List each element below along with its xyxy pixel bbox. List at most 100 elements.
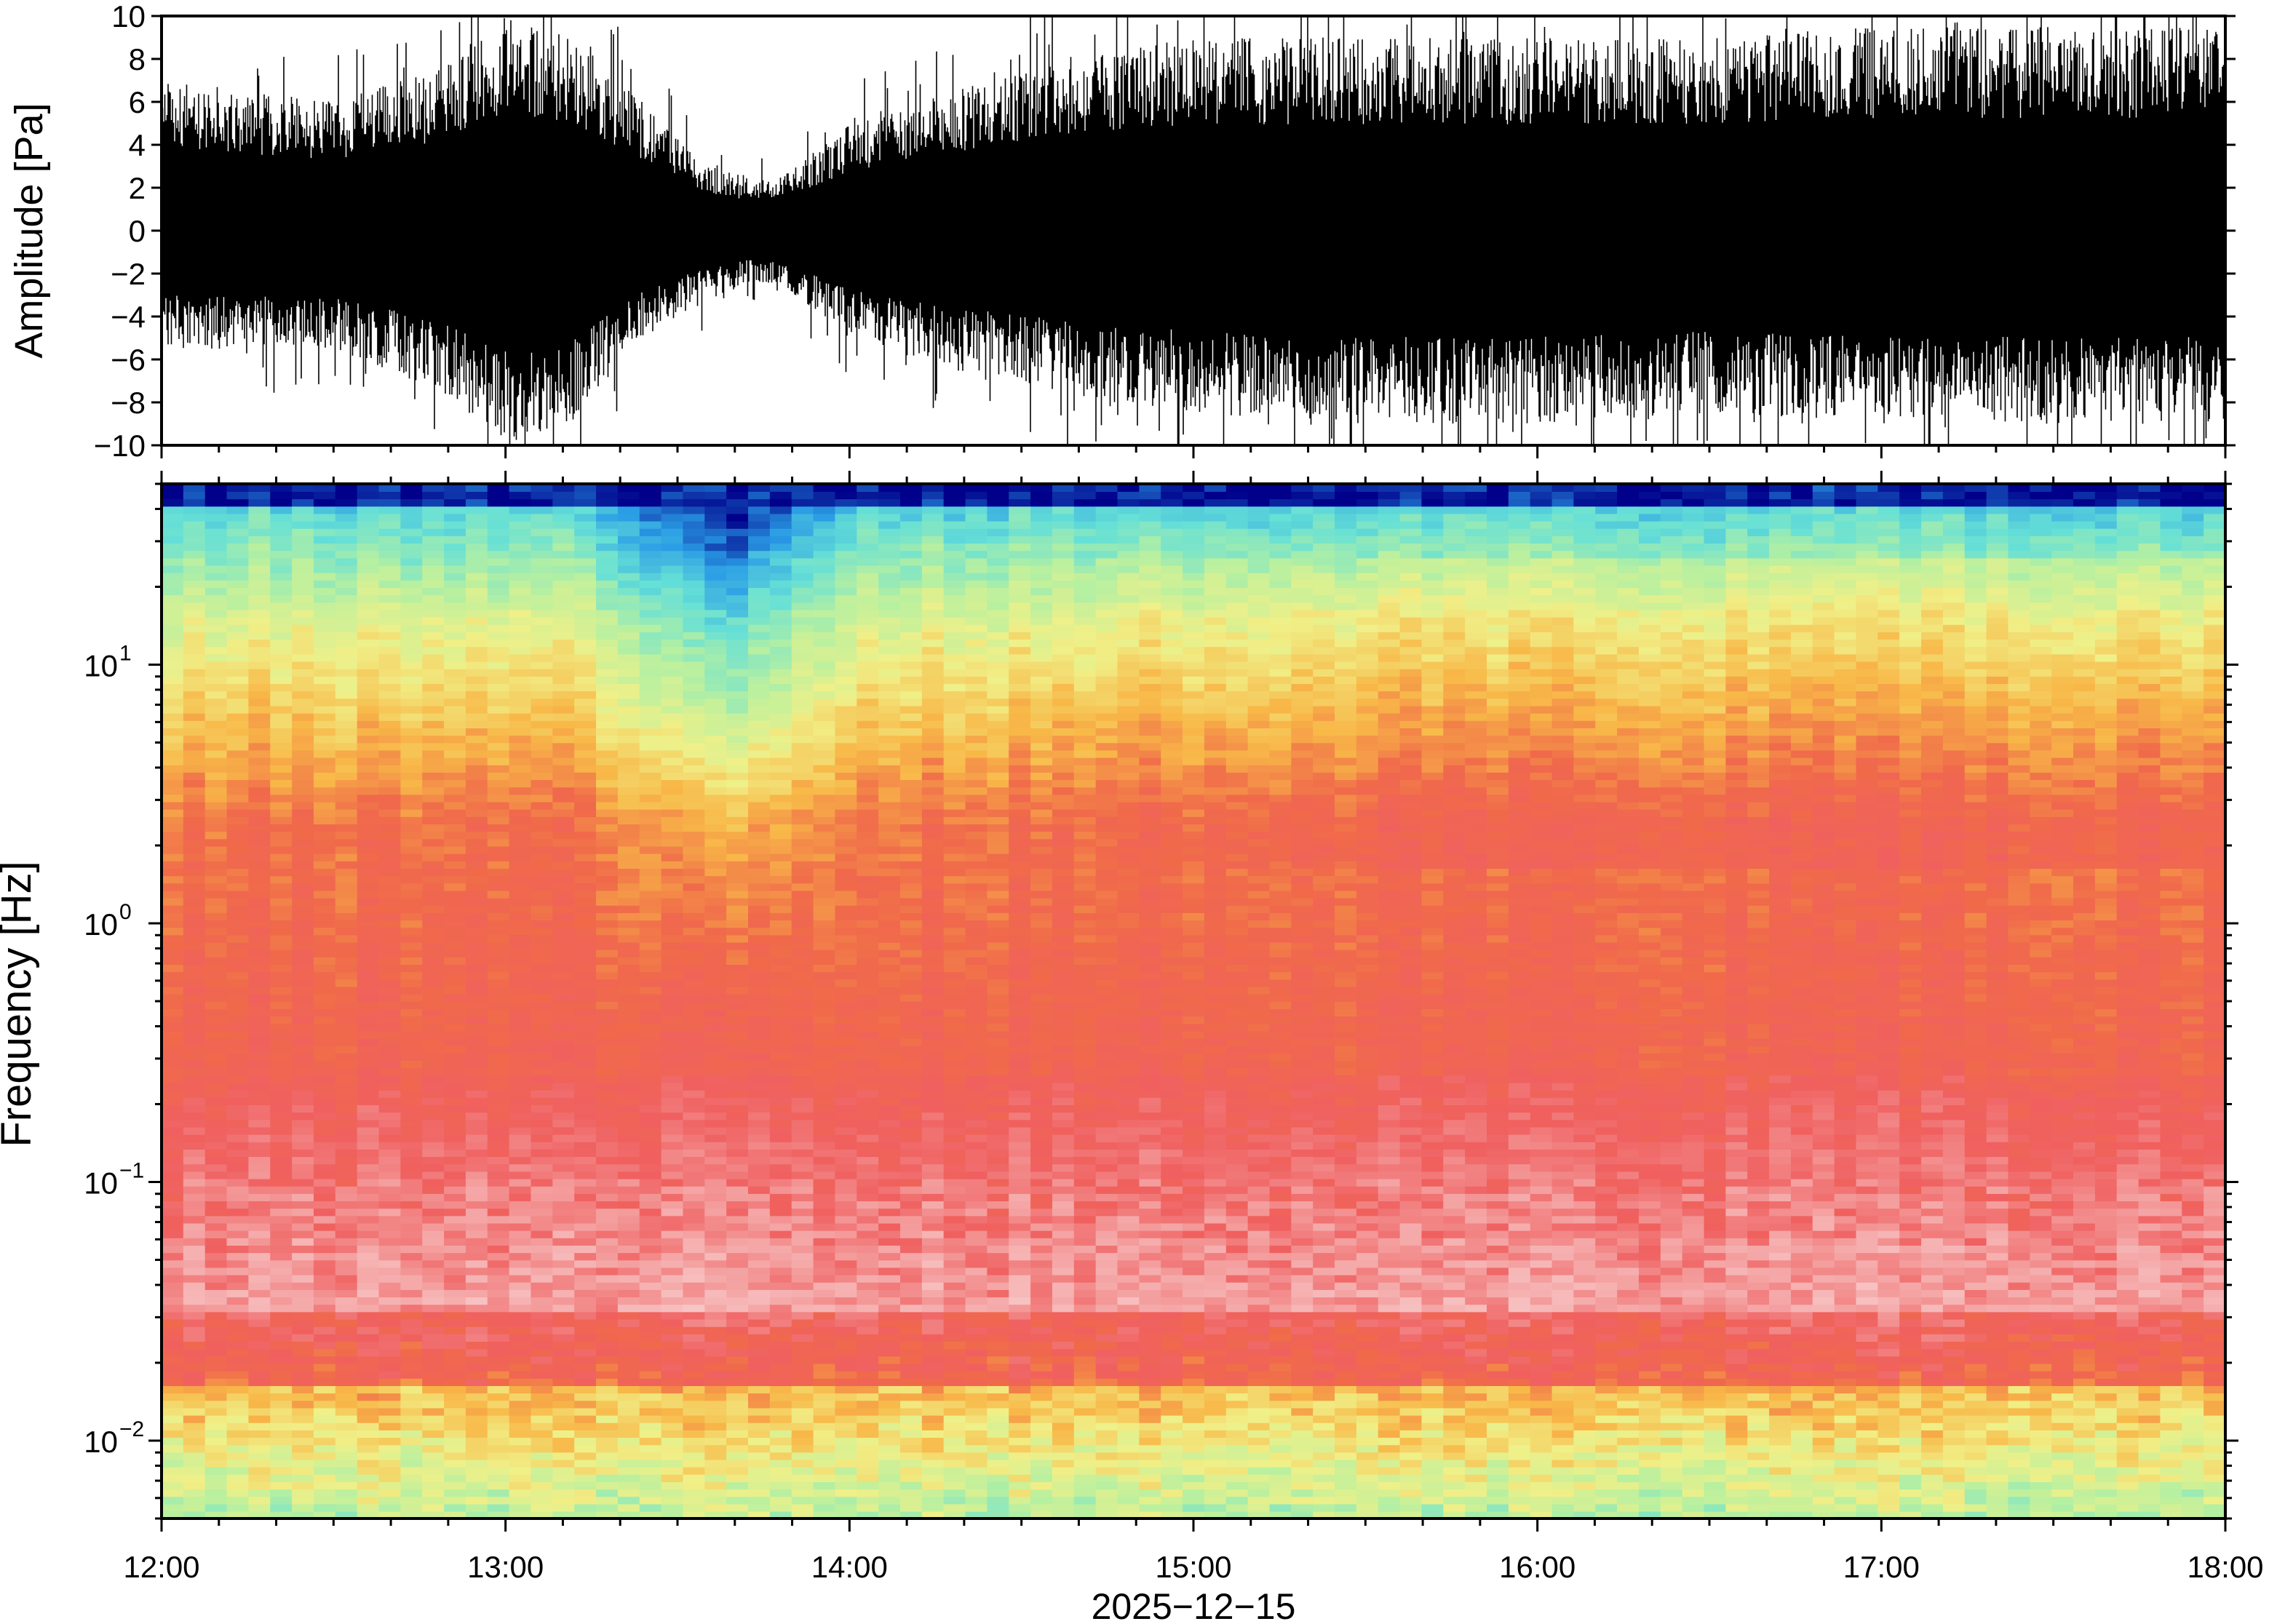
spectrogram-cell — [204, 986, 228, 995]
spectrogram-cell — [617, 624, 640, 632]
spectrogram-cell — [204, 1481, 228, 1490]
spectrogram-cell — [661, 993, 684, 1002]
spectrogram-cell — [899, 1393, 923, 1401]
spectrogram-cell — [683, 749, 706, 758]
spectrogram-cell — [769, 1222, 792, 1231]
spectrogram-cell — [248, 1297, 271, 1305]
spectrogram-cell — [487, 491, 510, 500]
spectrogram-cell — [335, 838, 358, 847]
spectrogram-cell — [378, 1274, 402, 1283]
spectrogram-cell — [465, 861, 488, 869]
spectrogram-cell — [617, 957, 640, 966]
spectrogram-cell — [400, 957, 424, 966]
amplitude-x-ticks — [160, 445, 2227, 484]
spectrogram-cell — [639, 543, 662, 552]
spectrogram-cell — [769, 1053, 792, 1062]
spectrogram-cell — [270, 506, 293, 514]
spectrogram-cell — [378, 742, 402, 751]
spectrogram-cell — [857, 1193, 879, 1202]
spectrogram-cell — [400, 1356, 424, 1364]
spectrogram-cell — [204, 484, 228, 492]
spectrogram-cell — [162, 1001, 184, 1009]
spectrogram-cell — [857, 536, 879, 544]
spectrogram-cell — [748, 520, 771, 529]
spectrogram-cell — [248, 1222, 271, 1231]
spectrogram-cell — [683, 1385, 706, 1394]
spectrogram-cell — [791, 890, 814, 899]
spectrogram-cell — [444, 1045, 466, 1054]
spectrogram-cell — [487, 513, 510, 522]
spectrogram-cell — [661, 1430, 684, 1438]
spectrogram-cell — [422, 668, 445, 677]
spectrogram-cell — [899, 1112, 923, 1121]
spectrogram-cell — [313, 1112, 336, 1121]
spectrogram-cell — [444, 920, 466, 928]
spectrogram-cell — [791, 653, 814, 662]
spectrogram-cell — [162, 506, 184, 514]
spectrogram-cell — [639, 1222, 662, 1231]
spectrogram-cell — [857, 1496, 879, 1505]
spectrogram-cell — [531, 883, 554, 891]
spectrogram-cell — [552, 484, 575, 492]
spectrogram-cell — [726, 661, 749, 669]
spectrogram-cell — [531, 772, 554, 781]
spectrogram-cell — [878, 779, 901, 788]
spectrogram-cell — [683, 1245, 706, 1254]
spectrogram-cell — [748, 1385, 771, 1394]
spectrogram-cell — [313, 816, 336, 825]
spectrogram-cell — [162, 1141, 184, 1150]
spectrogram-cell — [422, 1281, 445, 1290]
spectrogram-cell — [791, 1422, 814, 1430]
spectrogram-cell — [531, 1414, 554, 1423]
spectrogram-cell — [422, 1311, 445, 1320]
spectrogram-cell — [335, 632, 358, 640]
spectrogram-cell — [726, 897, 749, 906]
spectrogram-cell — [465, 1281, 488, 1290]
spectrogram-cell — [769, 705, 792, 714]
spectrogram-cell — [661, 787, 684, 795]
spectrogram-cell — [487, 712, 510, 721]
spectrogram-cell — [487, 1452, 510, 1460]
spectrogram-cell — [899, 705, 923, 714]
spectrogram-cell — [357, 557, 380, 566]
spectrogram-cell — [552, 1134, 575, 1142]
spectrogram-cell — [813, 1281, 836, 1290]
spectrogram-cell — [899, 1318, 923, 1327]
spectrogram-cell — [204, 1067, 228, 1076]
spectrogram-cell — [704, 964, 727, 973]
spectrogram-cell — [878, 801, 901, 810]
spectrogram-cell — [422, 1452, 445, 1460]
spectrogram-cell — [704, 845, 727, 854]
spectrogram-cell — [835, 1444, 858, 1453]
spectrogram-cell — [899, 1126, 923, 1135]
spectrogram-cell — [639, 609, 662, 618]
spectrogram-cell — [422, 949, 445, 958]
spectrogram-cell — [835, 1075, 858, 1083]
spectrogram-cell — [487, 661, 510, 669]
spectrogram-cell — [378, 609, 402, 618]
spectrogram-cell — [531, 1053, 554, 1062]
spectrogram-cell — [357, 1326, 380, 1334]
spectrogram-cell — [704, 735, 727, 744]
spectrogram-cell — [509, 513, 532, 522]
spectrogram-cell — [617, 1038, 640, 1046]
spectrogram-cell — [769, 1016, 792, 1024]
spectrogram-cell — [204, 1334, 228, 1342]
spectrogram-cell — [400, 845, 424, 854]
spectrogram-cell — [661, 720, 684, 728]
spectrogram-cell — [683, 506, 706, 514]
spectrogram-cell — [226, 1363, 250, 1372]
spectrogram-cell — [683, 1185, 706, 1194]
spectrogram-cell — [400, 1141, 424, 1150]
spectrogram-cell — [683, 1297, 706, 1305]
spectrogram-cell — [791, 1348, 814, 1357]
spectrogram-cell — [248, 772, 271, 781]
spectrogram-cell — [531, 927, 554, 936]
spectrogram-cell — [400, 883, 424, 891]
spectrogram-cell — [813, 1393, 836, 1401]
spectrogram-cell — [835, 557, 858, 566]
spectrogram-cell — [596, 498, 619, 507]
spectrogram-cell — [248, 920, 271, 928]
spectrogram-cell — [465, 705, 488, 714]
spectrogram-cell — [574, 920, 597, 928]
